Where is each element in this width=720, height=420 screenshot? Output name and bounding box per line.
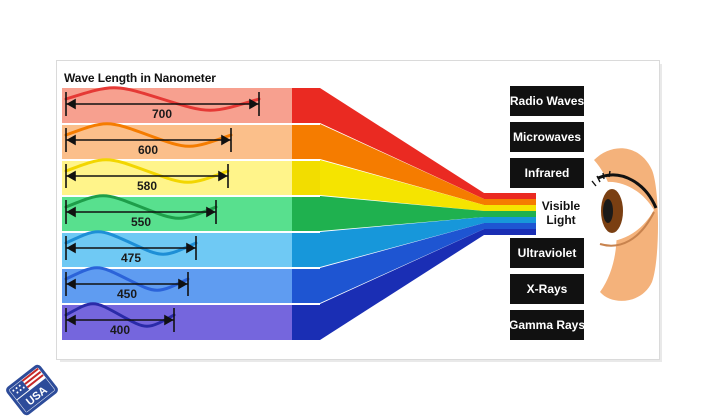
column-red xyxy=(292,88,320,123)
bar-580 xyxy=(62,160,292,196)
wave-450 xyxy=(64,266,190,292)
visible-light-label: Visible Light xyxy=(536,199,586,227)
column-orange xyxy=(292,125,320,159)
bar-600 xyxy=(62,124,292,160)
visible-light-line2: Light xyxy=(546,213,576,227)
fan-yellow xyxy=(320,160,484,211)
fan-red xyxy=(320,88,484,199)
wave-700 xyxy=(64,86,261,112)
x-rays-box: X-Rays xyxy=(510,274,584,304)
bar-700 xyxy=(62,88,292,124)
usa-badge-logo: USA xyxy=(6,364,58,416)
fan-lightblue xyxy=(320,217,484,267)
ultraviolet-box: Ultraviolet xyxy=(510,238,584,268)
wave-580 xyxy=(64,158,230,184)
bar-550 xyxy=(62,196,292,232)
wave-600 xyxy=(64,122,233,148)
fan-blue xyxy=(320,223,484,303)
label-475: 475 xyxy=(121,251,141,265)
column-green xyxy=(292,197,320,231)
wavelength-bars xyxy=(62,88,292,340)
diagram-title: Wave Length in Nanometer xyxy=(64,71,216,85)
measure-arrows xyxy=(65,92,260,332)
wave-400 xyxy=(64,302,176,328)
visible-stripes xyxy=(484,193,536,235)
microwaves-box: Microwaves xyxy=(510,122,584,152)
wavelength-labels: 700 600 580 550 475 450 400 xyxy=(110,107,172,337)
visible-light-line1: Visible xyxy=(541,199,581,213)
wave-550 xyxy=(64,194,218,220)
gamma-rays-box: Gamma Rays xyxy=(509,310,585,340)
light-fan xyxy=(320,88,484,340)
label-450: 450 xyxy=(117,287,137,301)
label-400: 400 xyxy=(110,323,130,337)
bar-450 xyxy=(62,268,292,304)
fan-orange xyxy=(320,124,484,205)
column-yellow xyxy=(292,161,320,195)
bar-400 xyxy=(62,304,292,340)
color-columns xyxy=(292,88,320,340)
fan-violet xyxy=(320,229,484,340)
label-700: 700 xyxy=(152,107,172,121)
label-580: 580 xyxy=(137,179,157,193)
fan-green xyxy=(320,196,484,231)
column-violet xyxy=(292,305,320,340)
label-550: 550 xyxy=(131,215,151,229)
column-blue xyxy=(292,269,320,303)
label-600: 600 xyxy=(138,143,158,157)
waves xyxy=(64,86,261,328)
radio-waves-box: Radio Waves xyxy=(510,86,584,116)
wave-475 xyxy=(64,230,198,256)
infrared-box: Infrared xyxy=(510,158,584,188)
eye-icon xyxy=(591,148,658,301)
column-lightblue xyxy=(292,233,320,267)
